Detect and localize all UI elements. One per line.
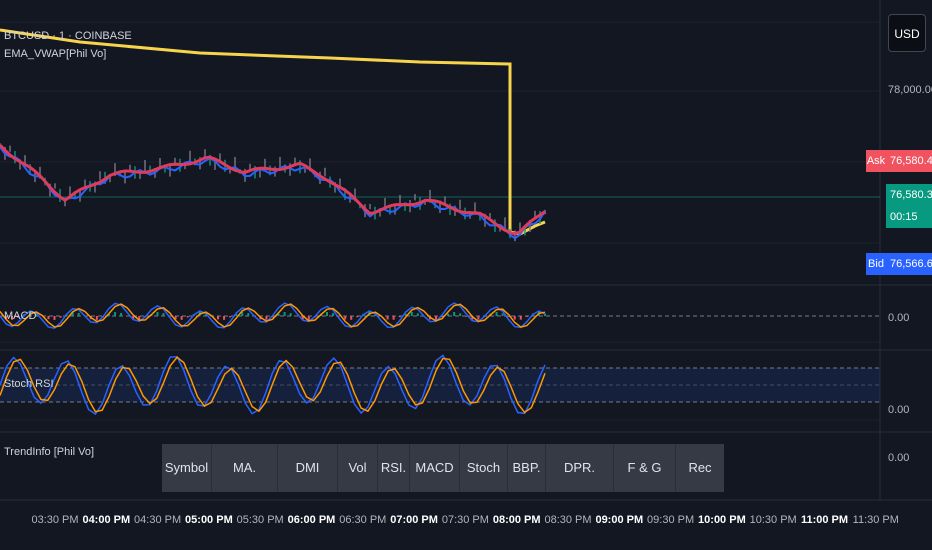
chart-series xyxy=(0,28,546,416)
time-axis-label: 06:00 PM xyxy=(287,514,336,526)
time-axis-label: 07:30 PM xyxy=(441,514,489,526)
trend-info-table: Symbol MA. DMI Vol RSI. MACD Stoch BBP. … xyxy=(162,444,724,492)
macd-pane-label[interactable]: MACD xyxy=(4,310,37,322)
table-header-stoch: Stoch xyxy=(460,444,508,492)
time-axis-label: 04:30 PM xyxy=(134,514,182,526)
symbol-title[interactable]: BTCUSD · 1 · COINBASE xyxy=(4,30,132,42)
bid-label: Bid xyxy=(866,253,886,275)
time-axis-label: 10:00 PM xyxy=(698,514,746,526)
currency-button[interactable]: USD xyxy=(888,14,926,52)
vwap-line xyxy=(0,28,546,236)
trendinfo-pane-label[interactable]: TrendInfo [Phil Vo] xyxy=(4,446,95,458)
bar-countdown: 00:15 xyxy=(886,206,932,228)
ema-fast-line xyxy=(0,143,546,236)
stoch-d-line xyxy=(0,356,546,414)
time-axis-label: 07:00 PM xyxy=(390,514,438,526)
table-header-dpr: DPR. xyxy=(546,444,614,492)
macd-line xyxy=(0,302,546,330)
table-header-macd: MACD xyxy=(410,444,460,492)
last-price: 76,580.37 xyxy=(886,184,932,206)
grid-lines xyxy=(0,0,932,501)
time-axis-label: 05:30 PM xyxy=(236,514,284,526)
macd-signal-line xyxy=(0,303,546,328)
table-header-rec: Rec xyxy=(688,460,712,475)
ask-price: 76,580.43 xyxy=(886,150,932,172)
ema-slow-line xyxy=(0,146,546,240)
table-header-symbol: Symbol xyxy=(162,444,212,492)
table-header-ma: MA. xyxy=(212,444,278,492)
stoch-k-line xyxy=(0,354,546,416)
table-header-rsi: RSI. xyxy=(378,444,410,492)
time-axis-label: 11:30 PM xyxy=(852,514,899,526)
price-label-78000: 78,000.00 xyxy=(888,84,932,96)
table-header-bbp: BBP. xyxy=(508,444,546,492)
time-axis-label: 06:30 PM xyxy=(339,514,387,526)
time-axis-label: 08:30 PM xyxy=(544,514,592,526)
time-axis-label: 04:00 PM xyxy=(82,514,131,526)
time-axis-label: 08:00 PM xyxy=(492,514,541,526)
time-axis-label: 03:30 PM xyxy=(31,514,79,526)
table-header-vol: Vol xyxy=(338,444,378,492)
indicator-title[interactable]: EMA_VWAP[Phil Vo] xyxy=(4,48,107,60)
table-header-dmi: DMI xyxy=(278,444,338,492)
stoch-band xyxy=(0,368,880,402)
trendinfo-axis-label: 0.00 xyxy=(888,452,910,464)
time-axis-label: 10:30 PM xyxy=(749,514,797,526)
table-header-fear-greed: F & G xyxy=(614,444,676,492)
time-axis-label: 11:00 PM xyxy=(800,514,849,526)
macd-axis-label: 0.00 xyxy=(888,312,910,324)
stoch-rsi-pane-label[interactable]: Stoch RSI xyxy=(4,378,54,390)
bid-price: 76,566.64 xyxy=(886,253,932,275)
ask-label: Ask xyxy=(866,150,886,172)
time-axis-label: 09:30 PM xyxy=(647,514,695,526)
time-axis-label: 05:00 PM xyxy=(185,514,233,526)
time-axis-label: 09:00 PM xyxy=(595,514,644,526)
stoch-axis-label: 0.00 xyxy=(888,404,910,416)
